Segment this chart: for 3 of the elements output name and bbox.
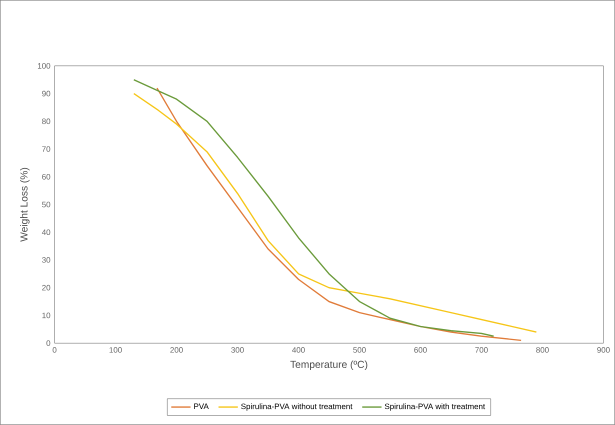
y-axis-title: Weight Loss (%) <box>20 168 30 242</box>
x-axis-title: Temperature (ºC) <box>290 360 368 370</box>
line-series <box>133 79 494 337</box>
